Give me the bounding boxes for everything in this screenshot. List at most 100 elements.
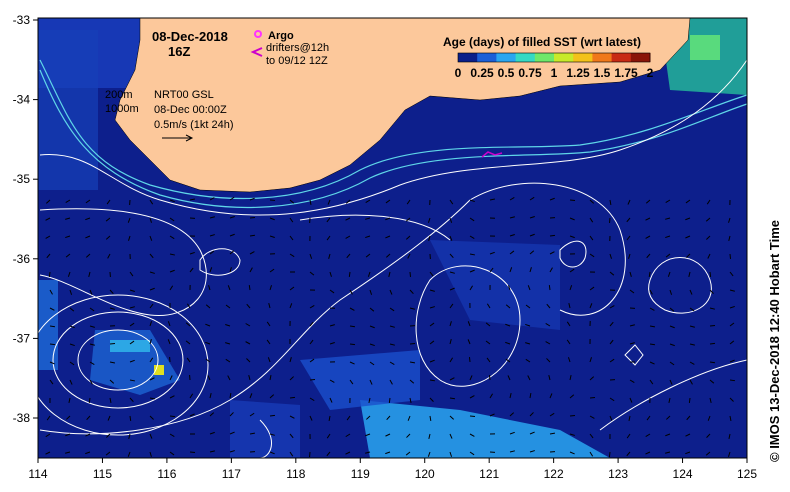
current-vector xyxy=(289,286,295,291)
current-vector xyxy=(89,307,95,312)
current-vector xyxy=(269,217,275,221)
credit-text: © IMOS 13-Dec-2018 12:40 Hobart Time xyxy=(767,220,782,462)
current-vector xyxy=(365,199,371,203)
current-vector xyxy=(469,433,475,437)
current-vector xyxy=(409,289,414,295)
colorbar-outline xyxy=(457,52,651,63)
current-vector xyxy=(368,397,371,403)
drifter-track xyxy=(481,151,503,158)
current-vector xyxy=(69,289,73,295)
current-vector xyxy=(189,413,195,417)
current-vector xyxy=(329,324,335,327)
current-vector xyxy=(69,343,75,347)
current-vector xyxy=(546,303,551,309)
current-vector xyxy=(69,307,75,312)
current-vector xyxy=(128,433,131,439)
current-vector xyxy=(109,289,114,295)
legend-drifters-line1: drifters@12h xyxy=(266,42,329,54)
current-vector xyxy=(89,289,93,295)
current-vector xyxy=(449,415,455,420)
current-vector xyxy=(469,415,476,417)
velocity-scale-arrow-icon xyxy=(162,134,194,142)
current-vector xyxy=(227,285,231,291)
current-vector xyxy=(345,199,351,204)
current-vector xyxy=(549,412,555,417)
current-vector xyxy=(429,379,436,382)
current-vector xyxy=(149,357,154,363)
current-vector xyxy=(149,433,153,439)
current-vector xyxy=(709,307,715,310)
current-vector xyxy=(467,339,471,345)
current-vector xyxy=(529,250,535,255)
current-vector xyxy=(365,433,371,437)
current-vector xyxy=(649,361,655,365)
current-vector xyxy=(569,451,575,455)
current-vector xyxy=(209,216,215,219)
current-vector xyxy=(567,357,571,363)
colorbar-swatch xyxy=(554,53,574,62)
current-vector xyxy=(429,359,435,363)
current-vector xyxy=(189,251,195,255)
current-vector xyxy=(649,325,656,328)
current-vector xyxy=(449,287,455,291)
current-vector xyxy=(409,342,416,345)
longitude-tick-label: 123 xyxy=(608,467,628,481)
current-vector xyxy=(86,415,91,421)
current-vector xyxy=(529,233,535,237)
current-vector xyxy=(629,324,635,327)
current-vector xyxy=(269,394,275,399)
current-vector xyxy=(589,286,595,291)
current-vector xyxy=(45,433,51,438)
current-vector xyxy=(469,375,473,381)
current-vector xyxy=(525,358,531,363)
current-vector xyxy=(49,343,56,346)
longitude-tick-label: 114 xyxy=(28,467,47,481)
current-vector xyxy=(169,217,175,222)
current-vector xyxy=(149,321,153,327)
warm-anomaly xyxy=(154,365,164,375)
colorbar-swatch xyxy=(515,53,536,62)
current-vector xyxy=(489,413,495,417)
current-vector xyxy=(569,217,575,221)
current-vector xyxy=(449,199,454,205)
current-vector xyxy=(386,253,391,258)
current-vector xyxy=(249,412,255,417)
current-vector xyxy=(269,235,275,239)
current-vector xyxy=(69,379,73,385)
current-vector xyxy=(249,393,253,399)
current-vector xyxy=(349,307,355,311)
current-vector xyxy=(505,323,511,327)
current-vector xyxy=(349,361,355,365)
current-vector xyxy=(705,217,711,222)
current-vector xyxy=(289,451,294,457)
current-vector xyxy=(629,397,633,403)
current-vector xyxy=(129,306,135,309)
colorbar-tick-label: 2 xyxy=(647,66,654,80)
current-vector xyxy=(269,451,275,455)
current-vector xyxy=(626,433,631,439)
colorbar-swatch xyxy=(496,53,517,62)
current-vector xyxy=(345,235,351,239)
current-vector xyxy=(665,451,671,454)
current-vector xyxy=(729,359,735,363)
isobath-1000m-label: 1000m xyxy=(105,103,139,115)
current-vector xyxy=(205,323,211,327)
current-vector xyxy=(169,433,175,437)
current-vector xyxy=(629,271,632,277)
current-vector xyxy=(569,433,575,436)
current-vector xyxy=(149,415,154,420)
current-vector xyxy=(389,307,395,312)
current-vector xyxy=(449,433,453,439)
current-vector xyxy=(266,339,271,345)
isobath-200m-label: 200m xyxy=(105,89,133,101)
current-vector xyxy=(609,271,615,276)
current-vector xyxy=(608,451,611,458)
longitude-tick-label: 124 xyxy=(673,467,693,481)
current-vector xyxy=(429,306,435,309)
current-vector xyxy=(169,451,175,456)
legend-drifters-line2: to 09/12 12Z xyxy=(266,55,328,67)
current-vector xyxy=(589,376,595,381)
current-vector xyxy=(209,450,215,453)
current-vector xyxy=(65,253,71,258)
